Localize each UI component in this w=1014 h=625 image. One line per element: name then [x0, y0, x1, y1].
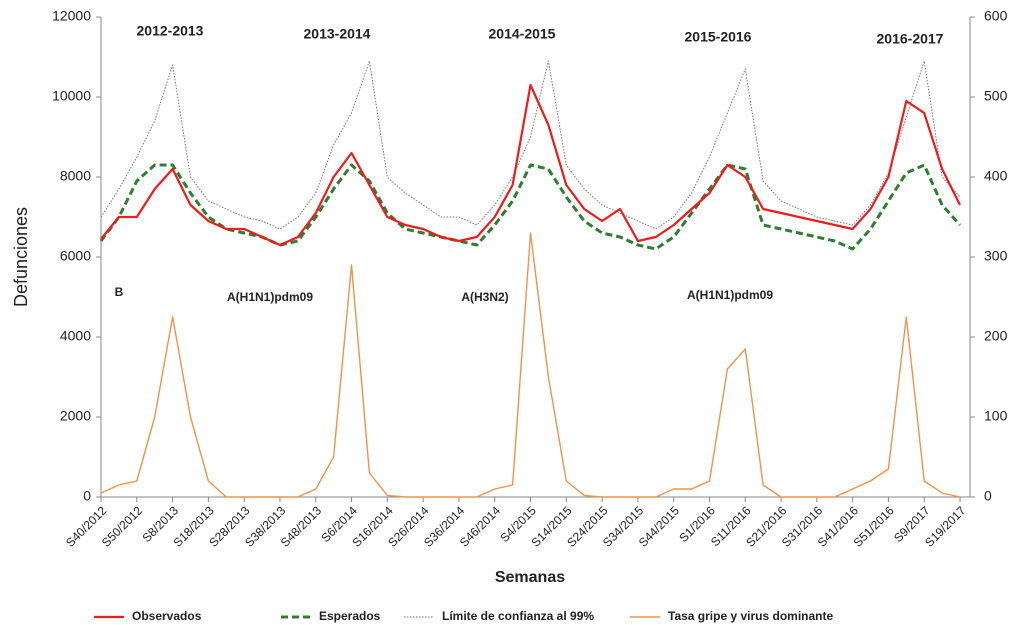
- legend-label: Esperados: [319, 609, 381, 623]
- annotation: B: [115, 285, 124, 299]
- series-line: [99, 163, 962, 251]
- annotation: A(H3N2): [461, 290, 508, 304]
- y2-tick-label: 300: [984, 248, 1008, 264]
- y2-tick-label: 200: [984, 328, 1008, 344]
- series-line: [100, 83, 961, 247]
- y2-tick-label: 100: [984, 408, 1008, 424]
- series-line: [100, 60, 961, 230]
- annotation: 2016-2017: [877, 31, 944, 47]
- y-tick-label: 8000: [60, 168, 91, 184]
- y2-tick-label: 500: [984, 88, 1008, 104]
- y-tick-label: 0: [83, 488, 91, 504]
- y-tick-label: 12000: [52, 8, 91, 24]
- legend-label: Tasa gripe y virus dominante: [668, 609, 833, 623]
- annotation: 2012-2013: [137, 23, 204, 39]
- x-axis-title: Semanas: [495, 569, 565, 586]
- y-axis-title: Defunciones: [11, 207, 31, 307]
- y-tick-label: 2000: [60, 408, 91, 424]
- annotation: A(H1N1)pdm09: [687, 288, 773, 302]
- y-tick-label: 4000: [60, 328, 91, 344]
- legend-label: Observados: [132, 609, 202, 623]
- y2-tick-label: 0: [984, 488, 992, 504]
- series-line: [100, 232, 961, 498]
- annotation: A(H1N1)pdm09: [227, 290, 313, 304]
- legend-label: Límite de confianza al 99%: [442, 609, 594, 623]
- y2-tick-label: 600: [984, 8, 1008, 24]
- annotation: 2013-2014: [304, 26, 371, 42]
- annotation: 2015-2016: [685, 29, 752, 45]
- y-tick-label: 6000: [60, 248, 91, 264]
- annotation: 2014-2015: [489, 26, 556, 42]
- y-tick-label: 10000: [52, 88, 91, 104]
- y2-tick-label: 400: [984, 168, 1008, 184]
